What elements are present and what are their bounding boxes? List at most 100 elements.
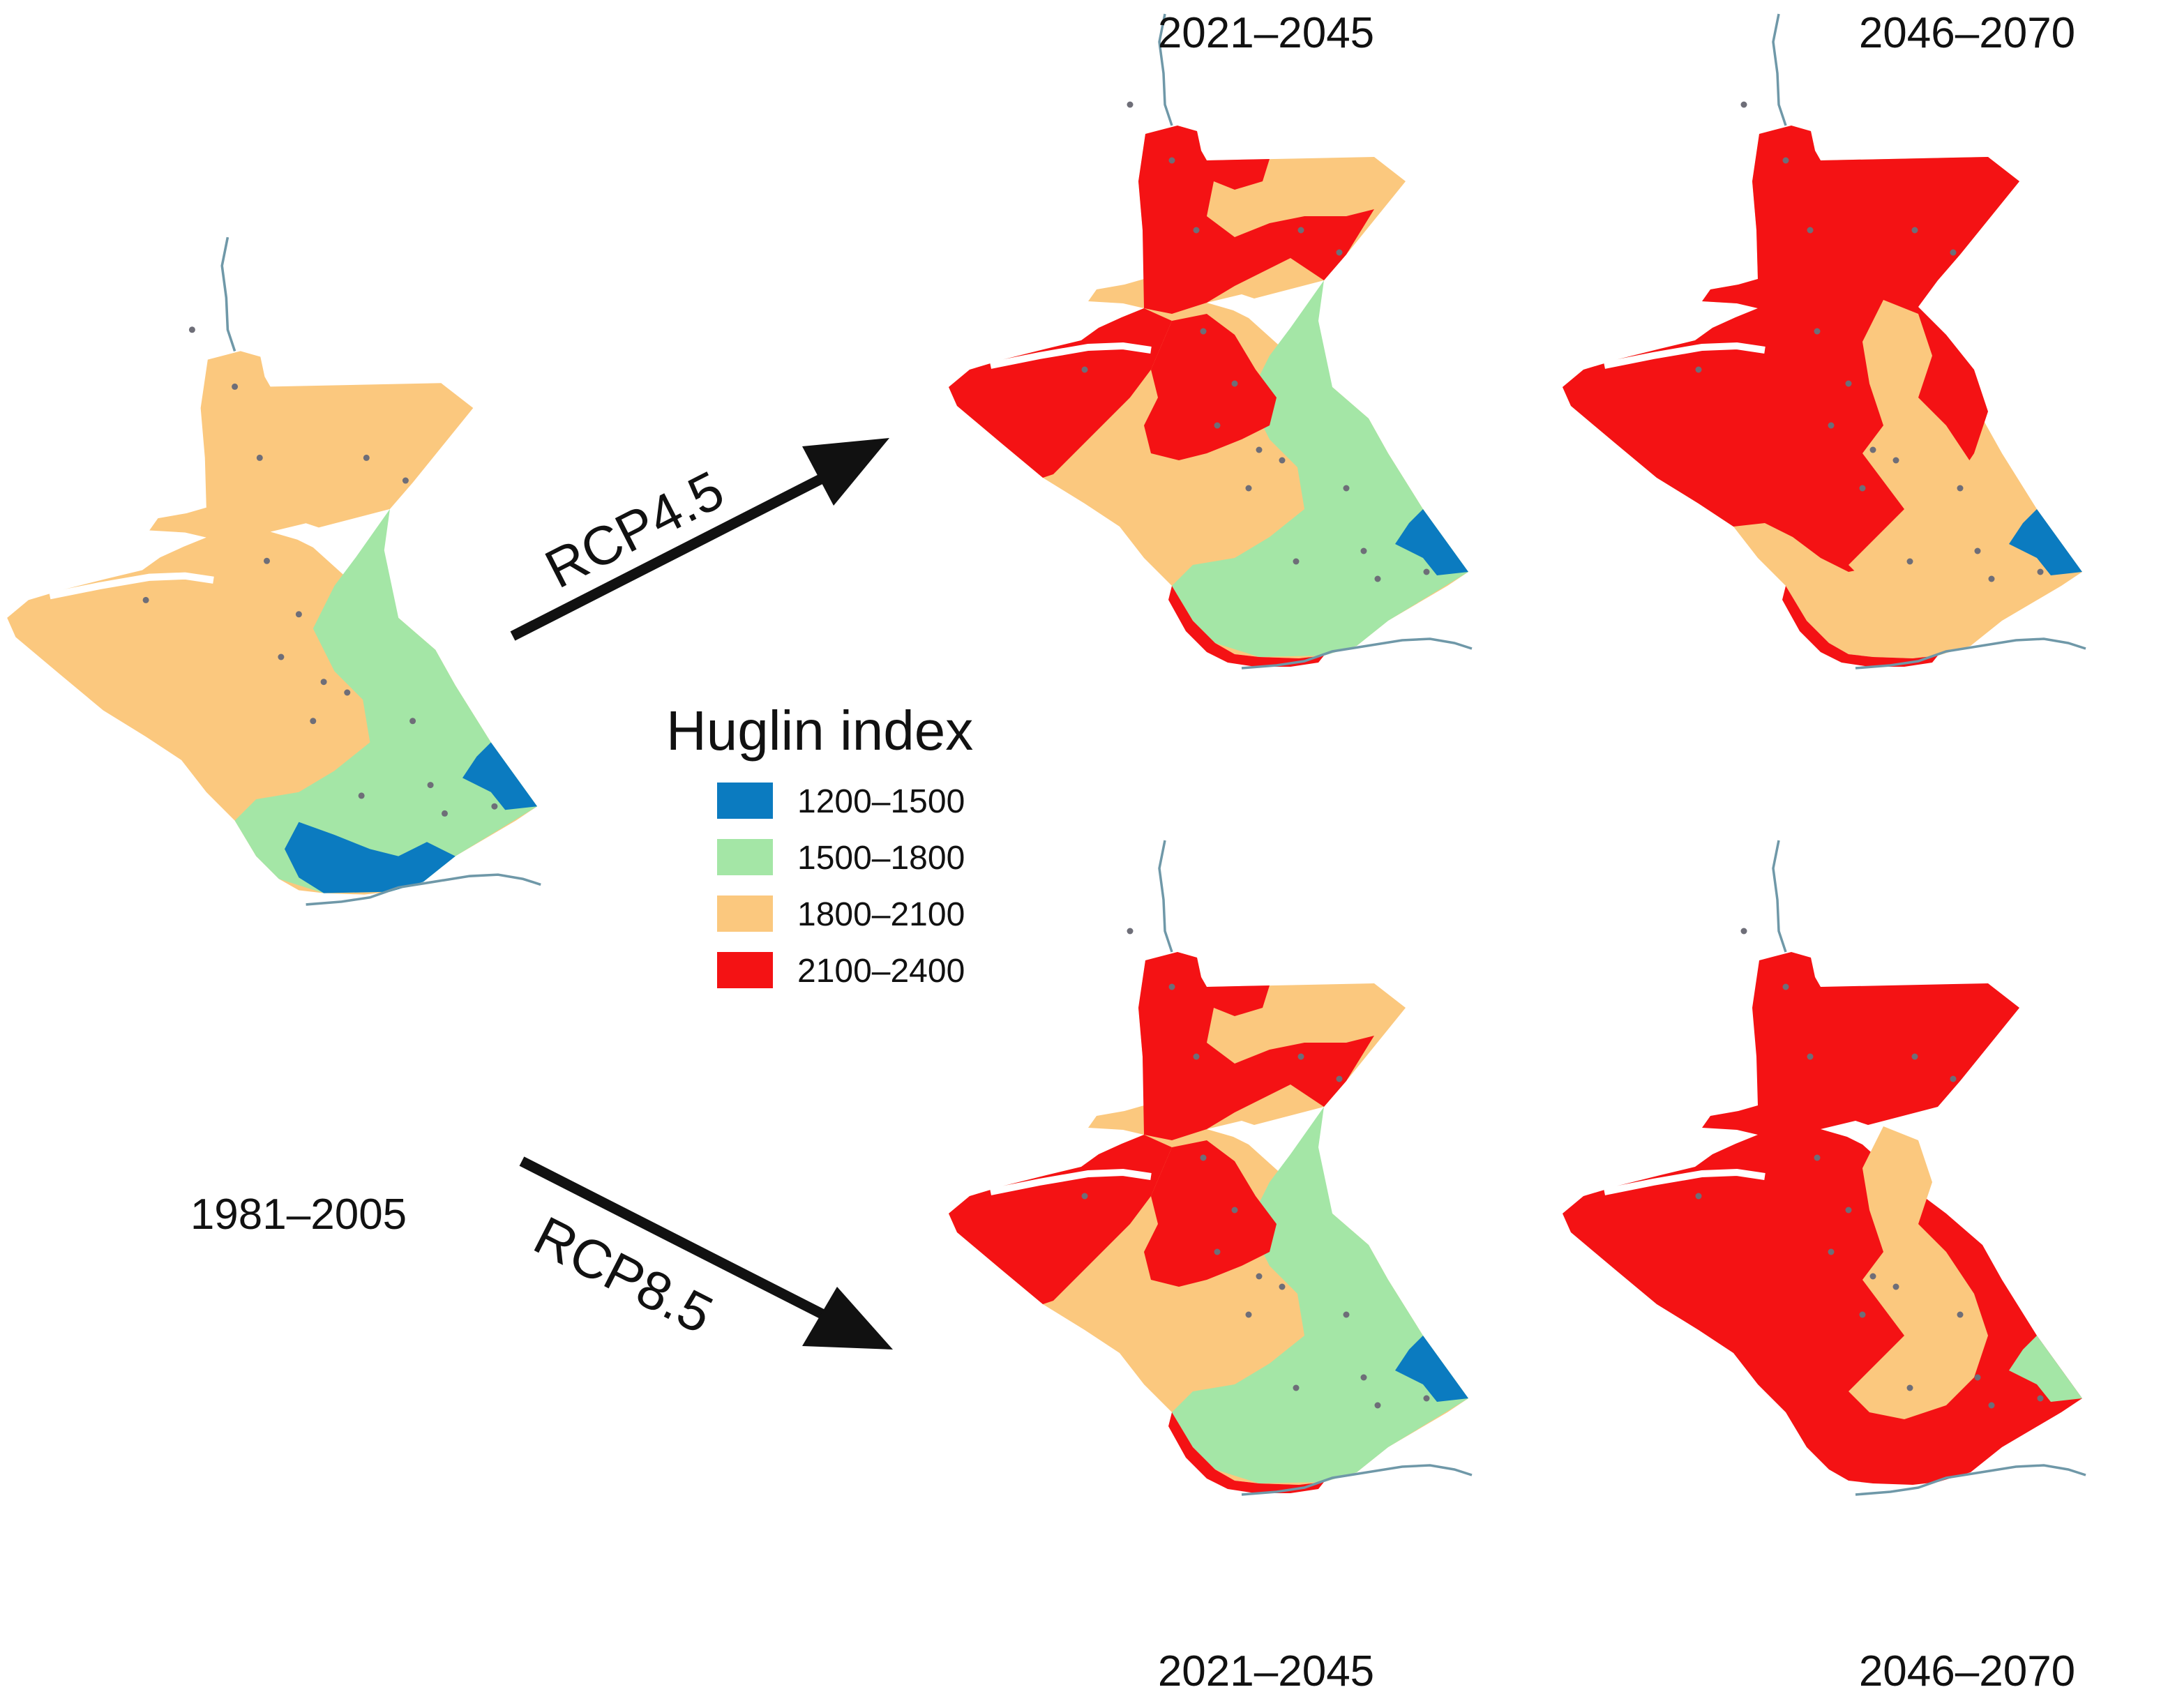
station-dot [232,383,239,390]
map-rcp45-2046-2070 [1563,13,2087,670]
station-dot [1782,157,1789,164]
station-dot [310,718,317,725]
station-dot [1423,568,1430,575]
station-dot [1859,1311,1866,1318]
station-dot [1845,380,1852,387]
station-dot [1081,1193,1088,1200]
station-dot [1360,547,1367,554]
station-dot [1957,1311,1964,1318]
period-label-rcp45-2021-2045: 2021–2045 [1158,9,1374,57]
station-dot [1360,1374,1367,1381]
station-dot [1127,101,1134,108]
station-dot [344,689,351,696]
station-dot [409,718,416,725]
station-dot [1081,366,1088,373]
station-dot [1911,227,1918,234]
station-dot [442,810,448,817]
station-dot [2037,1395,2044,1402]
station-dot [1127,928,1134,935]
scenario-label-rcp85: RCP8.5 [525,1204,722,1345]
legend-label: 1500–1800 [797,840,965,877]
station-dot [1988,1402,1995,1409]
station-dot [1906,1384,1913,1391]
station-dot [1336,1075,1343,1082]
station-dot [1906,558,1913,565]
station-dot [264,557,270,564]
station-dot [1869,1273,1876,1280]
station-dot [1892,457,1899,464]
station-dot [1828,1248,1835,1255]
station-dot [1293,558,1300,565]
station-dot [1814,328,1821,335]
station-dot [320,679,327,686]
station-dot [1193,1053,1200,1060]
station-dot [1695,366,1702,373]
station-dot [1859,485,1866,492]
station-dot [1423,1395,1430,1402]
station-dot [1892,1283,1899,1290]
station-dot [1828,422,1835,429]
period-label-baseline: 1981–2005 [190,1191,407,1239]
map-baseline [7,236,542,906]
period-label-rcp45-2046-2070: 2046–2070 [1859,9,2075,57]
station-dot [1988,575,1995,582]
station-dot [1374,575,1381,582]
station-dot [1974,547,1981,554]
station-dot [1814,1154,1821,1161]
station-dot [1293,1384,1300,1391]
station-dot [1297,227,1304,234]
station-dot [1957,485,1964,492]
station-dot [363,454,370,461]
map-rcp45-2021-2045 [949,13,1473,670]
station-dot [1168,157,1175,164]
station-dot [2037,568,2044,575]
station-dot [1245,1311,1252,1318]
arrow-rcp85 [519,1156,893,1350]
station-dot [1974,1374,1981,1381]
legend-label: 1200–1500 [797,783,965,820]
station-dot [1695,1193,1702,1200]
station-dot [1782,983,1789,990]
station-dot [1807,1053,1814,1060]
station-dot [188,326,195,333]
map-rcp85-2021-2045 [949,839,1473,1496]
station-dot [1869,446,1876,453]
station-dot [1343,1311,1350,1318]
station-dot [1214,1248,1221,1255]
station-dot [358,792,365,799]
station-dot [1845,1207,1852,1214]
station-dot [1245,485,1252,492]
station-dot [1279,1283,1286,1290]
legend-title: Huglin index [666,700,973,762]
legend-swatch [717,839,773,875]
legend: Huglin index 1200–1500 1500–1800 1800–2100… [666,700,973,990]
weather-stations [142,101,2044,1409]
station-dot [1168,983,1175,990]
station-dot [1279,457,1286,464]
station-dot [1343,485,1350,492]
station-dot [1740,928,1747,935]
legend-items: 1200–1500 1500–1800 1800–2100 2100–2400 [717,783,965,990]
station-dot [427,782,434,789]
station-dot [1807,227,1814,234]
station-dot [278,653,285,660]
station-dot [1200,328,1207,335]
legend-swatch [717,952,773,988]
station-dot [1911,1053,1918,1060]
legend-label: 1800–2100 [797,896,965,933]
station-dot [1336,249,1343,256]
arrow-rcp45 [510,438,889,641]
station-dot [1374,1402,1381,1409]
period-label-rcp85-2021-2045: 2021–2045 [1158,1647,1374,1695]
station-dot [1231,380,1238,387]
station-dot [295,611,302,618]
legend-swatch [717,895,773,932]
station-dot [491,803,498,810]
station-dot [1231,1207,1238,1214]
station-dot [256,454,263,461]
legend-swatch [717,783,773,819]
station-dot [1200,1154,1207,1161]
period-label-rcp85-2046-2070: 2046–2070 [1859,1647,2075,1695]
station-dot [1297,1053,1304,1060]
